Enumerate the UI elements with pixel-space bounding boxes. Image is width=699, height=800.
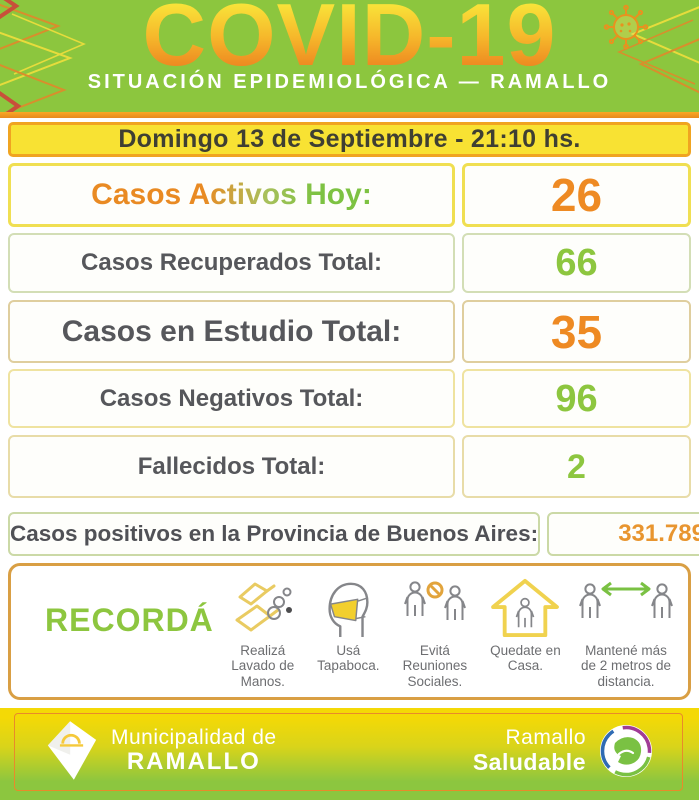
stat-value-card: 35 bbox=[462, 300, 691, 363]
stat-row-casos-negativos: Casos Negativos Total: 96 bbox=[8, 369, 691, 428]
reminders-list: Realizá Lavado de Manos. Usá Tapaboca. bbox=[224, 578, 676, 690]
stat-value-card: 96 bbox=[462, 369, 691, 428]
hero-header: COVID-19 SITUACIÓN EPIDEMIOLÓGICA — RAMA… bbox=[0, 0, 699, 112]
stat-value: 66 bbox=[555, 242, 598, 284]
stat-row-casos-recuperados: Casos Recuperados Total: 66 bbox=[8, 233, 691, 293]
reminder-label: Quedate en Casa. bbox=[490, 642, 561, 674]
reminder-label: Realizá Lavado de Manos. bbox=[231, 642, 295, 689]
ramallo-saludable-logo bbox=[600, 725, 652, 777]
reminder-label: Evitá Reuniones Sociales. bbox=[402, 642, 468, 689]
date-banner: Domingo 13 de Septiembre - 21:10 hs. bbox=[8, 122, 691, 157]
municipality-line2: RAMALLO bbox=[126, 748, 261, 776]
stat-label-card: Casos Recuperados Total: bbox=[8, 233, 455, 293]
stat-row-fallecidos: Fallecidos Total: 2 bbox=[8, 435, 691, 498]
stat-label-card: Casos Negativos Total: bbox=[8, 369, 455, 428]
stat-value: 2 bbox=[567, 447, 586, 486]
brand-line1: Ramallo bbox=[505, 726, 586, 750]
stat-row-casos-activos: Casos Activos Hoy: 26 bbox=[8, 163, 691, 227]
reminder-no-gatherings: Evitá Reuniones Sociales. bbox=[395, 578, 475, 690]
stats-section: Casos Activos Hoy: 26 Casos Recuperados … bbox=[0, 163, 699, 498]
stat-value-card: 331.789 bbox=[547, 512, 699, 556]
stat-value: 26 bbox=[550, 169, 603, 221]
stay-home-icon bbox=[491, 578, 560, 637]
stat-value-card: 2 bbox=[462, 435, 691, 498]
stat-label: Casos Recuperados Total: bbox=[81, 249, 382, 276]
stat-label: Casos positivos en la Provincia de Bueno… bbox=[10, 521, 539, 546]
reminders-panel: RECORDÁ bbox=[8, 563, 691, 700]
social-distance-icon bbox=[579, 581, 673, 618]
stat-label-card: Fallecidos Total: bbox=[8, 435, 455, 498]
reminder-label: Usá Tapaboca. bbox=[317, 642, 380, 674]
footer: Municipalidad de RAMALLO Ramallo Saludab… bbox=[0, 708, 699, 800]
stat-label: Fallecidos Total: bbox=[137, 452, 326, 480]
page-title: COVID-19 bbox=[143, 0, 557, 79]
municipality-branding: Municipalidad de RAMALLO bbox=[46, 720, 277, 782]
reminders-title: RECORDÁ bbox=[45, 602, 214, 638]
ramallo-saludable-branding: Ramallo Saludable bbox=[473, 724, 653, 778]
zigzag-decoration-left bbox=[0, 0, 86, 112]
stat-label-card: Casos Activos Hoy: bbox=[8, 163, 455, 227]
municipality-logo bbox=[47, 721, 97, 780]
stat-value-card: 26 bbox=[462, 163, 691, 227]
date-banner-text: Domingo 13 de Septiembre - 21:10 hs. bbox=[118, 125, 581, 153]
reminder-hand-washing: Realizá Lavado de Manos. bbox=[224, 578, 302, 690]
orange-divider bbox=[0, 112, 699, 118]
stat-label: Casos Activos Hoy: bbox=[91, 178, 372, 211]
stat-label: Casos en Estudio Total: bbox=[61, 314, 402, 348]
stat-value: 96 bbox=[555, 377, 598, 420]
stat-row-provincia-buenos-aires: Casos positivos en la Provincia de Bueno… bbox=[8, 512, 699, 556]
reminder-social-distance: Mantené más de 2 metros de distancia. bbox=[576, 578, 676, 690]
reminder-face-mask: Usá Tapaboca. bbox=[313, 578, 383, 674]
stat-value-card: 66 bbox=[462, 233, 691, 293]
stat-label: Casos Negativos Total: bbox=[99, 384, 364, 412]
no-gatherings-icon bbox=[403, 581, 466, 620]
stat-label-card: Casos en Estudio Total: bbox=[8, 300, 455, 363]
stat-value: 35 bbox=[550, 305, 603, 358]
stat-value: 331.789 bbox=[618, 520, 699, 547]
hand-washing-icon bbox=[235, 582, 292, 632]
reminder-label: Mantené más de 2 metros de distancia. bbox=[580, 642, 671, 689]
reminder-stay-home: Quedate en Casa. bbox=[486, 578, 564, 674]
stat-label-card: Casos positivos en la Provincia de Bueno… bbox=[8, 512, 541, 556]
page-subtitle: SITUACIÓN EPIDEMIOLÓGICA — RAMALLO bbox=[87, 71, 612, 94]
municipality-line1: Municipalidad de bbox=[111, 725, 277, 749]
stat-row-casos-en-estudio: Casos en Estudio Total: 35 bbox=[8, 300, 691, 363]
brand-line2: Saludable bbox=[472, 748, 586, 775]
face-mask-icon bbox=[328, 582, 369, 637]
virus-icon bbox=[603, 4, 649, 50]
